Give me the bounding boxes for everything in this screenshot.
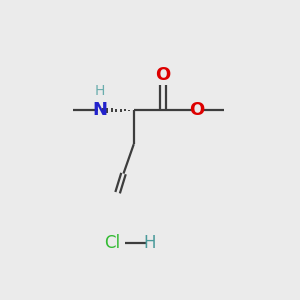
Text: H: H: [95, 84, 105, 98]
Text: O: O: [190, 101, 205, 119]
Text: O: O: [156, 66, 171, 84]
Text: Cl: Cl: [104, 234, 120, 252]
Text: N: N: [92, 101, 107, 119]
Text: H: H: [144, 234, 156, 252]
